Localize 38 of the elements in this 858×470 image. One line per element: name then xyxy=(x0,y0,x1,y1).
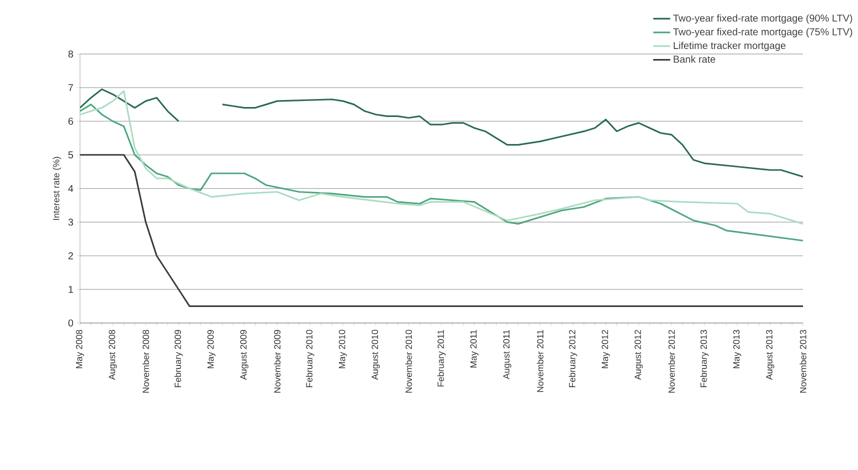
y-tick-label: 6 xyxy=(68,118,74,125)
x-tick-label: February 2013 xyxy=(700,330,709,388)
legend-label: Bank rate xyxy=(674,55,716,63)
x-tick-label: November 2013 xyxy=(800,330,806,393)
x-tick-label: November 2009 xyxy=(274,330,280,393)
legend-label: Two-year fixed-rate mortgage (75% LTV) xyxy=(673,28,852,38)
x-tick-label: May 2008 xyxy=(76,330,84,368)
x-tick-label: May 2011 xyxy=(470,330,478,368)
y-tick-label: 5 xyxy=(68,151,74,158)
y-tick-label: 2 xyxy=(68,252,73,260)
x-tick-label: February 2009 xyxy=(174,330,183,388)
x-tick-label: November 2011 xyxy=(536,330,544,392)
x-tick-label: February 2011 xyxy=(437,330,446,386)
x-tick-label: February 2012 xyxy=(568,330,578,388)
x-tick-label: May 2013 xyxy=(733,330,742,368)
y-tick-label: 4 xyxy=(68,185,74,192)
legend-label: Lifetime tracker mortgage xyxy=(674,42,786,52)
x-tick-label: February 2010 xyxy=(306,330,314,388)
y-tick-label: 1 xyxy=(68,286,74,293)
y-tick-label: 8 xyxy=(68,50,74,58)
x-tick-label: August 2009 xyxy=(240,330,248,380)
x-tick-label: November 2008 xyxy=(142,330,150,393)
x-tick-label: August 2010 xyxy=(372,330,380,380)
x-tick-label: November 2010 xyxy=(405,330,412,393)
y-axis-title: Interest rate (%) xyxy=(52,156,62,220)
x-tick-label: August 2008 xyxy=(108,330,117,380)
line-series xyxy=(80,90,804,225)
x-tick-label: May 2010 xyxy=(338,330,347,368)
x-tick-label: May 2009 xyxy=(207,330,216,368)
x-tick-label: August 2012 xyxy=(634,330,643,380)
y-tick-label: 7 xyxy=(68,84,73,92)
x-tick-label: August 2013 xyxy=(766,330,774,380)
x-tick-label: August 2011 xyxy=(503,330,512,380)
y-tick-label: 3 xyxy=(68,218,74,226)
x-tick-label: November 2012 xyxy=(668,330,675,393)
y-tick-label: 0 xyxy=(68,319,74,327)
legend-label: Two-year fixed-rate mortgage (90% LTV) xyxy=(673,14,852,24)
x-tick-label: May 2012 xyxy=(602,330,610,368)
